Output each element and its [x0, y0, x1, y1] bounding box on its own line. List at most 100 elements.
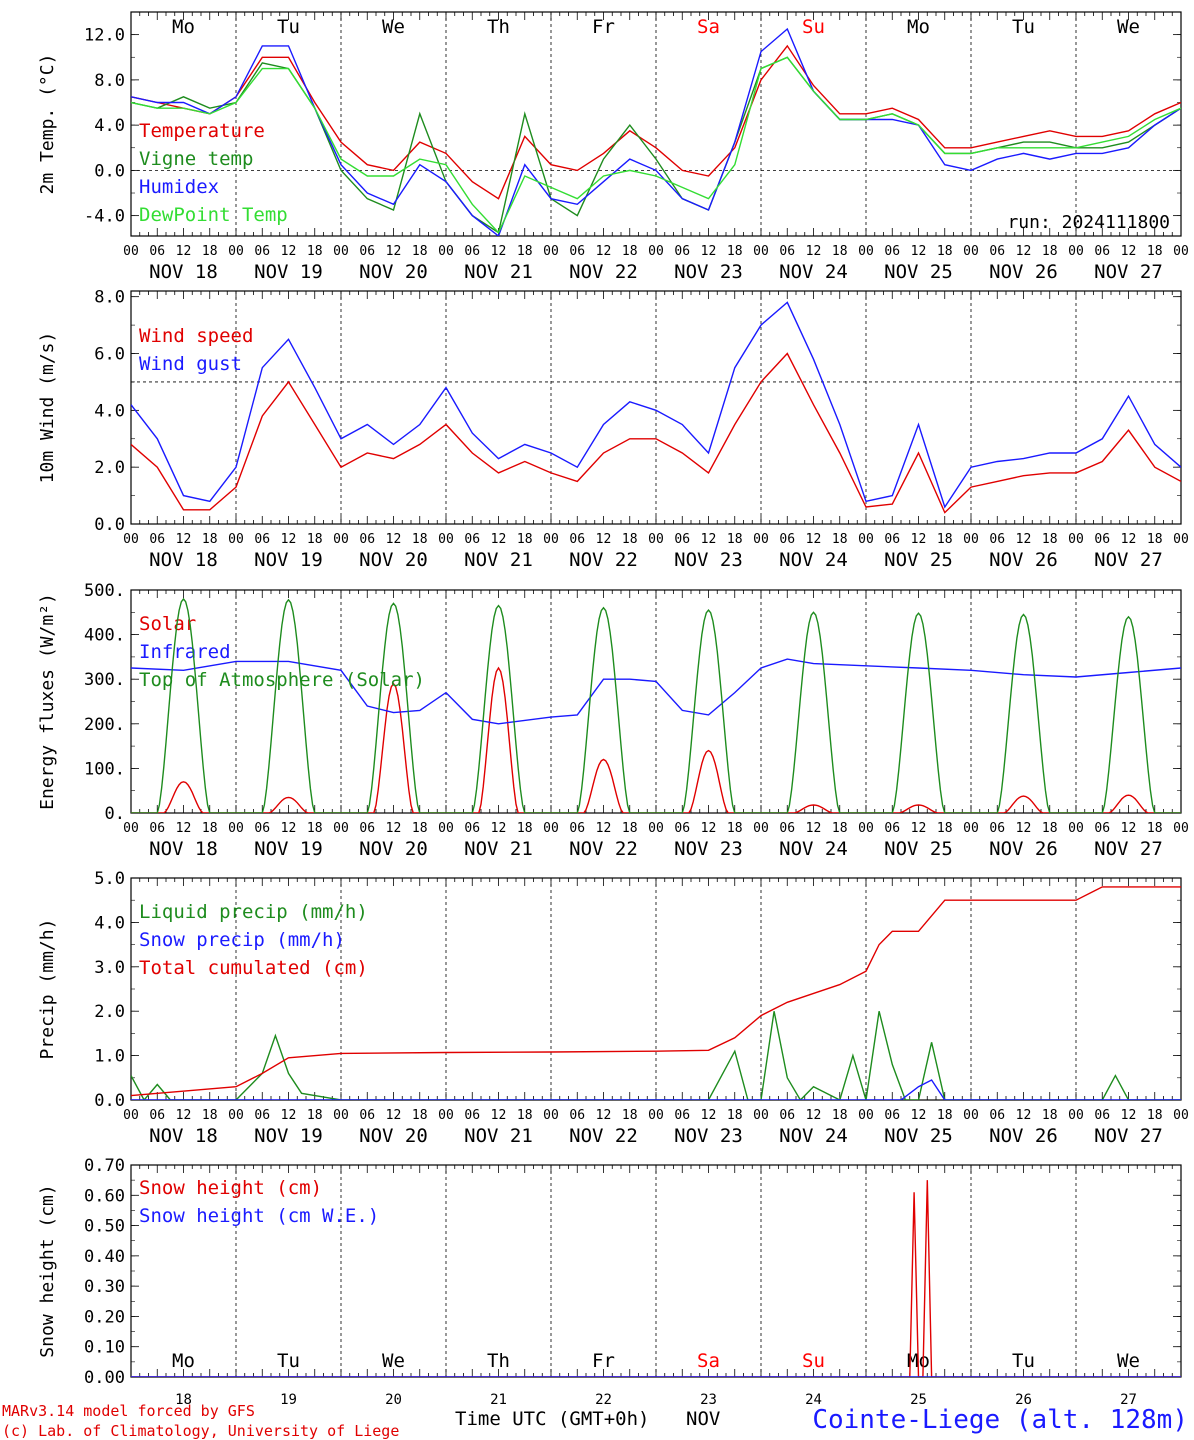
date-label: NOV 18 — [149, 838, 218, 860]
hour-label: 06 — [569, 821, 585, 836]
day-name-label: Su — [802, 1350, 825, 1372]
hour-label: 06 — [1094, 244, 1110, 259]
hour-label: 00 — [1068, 1108, 1084, 1123]
hour-label: 00 — [228, 532, 244, 547]
day-name-label: We — [1117, 1350, 1140, 1372]
y-axis-label: 10m Wind (m/s) — [37, 332, 58, 484]
hour-label: 18 — [202, 532, 218, 547]
date-label: NOV 23 — [674, 1125, 743, 1147]
day-name-label: Tu — [1012, 1350, 1035, 1372]
hour-label: 18 — [727, 532, 743, 547]
hour-label: 00 — [543, 244, 559, 259]
hour-label: 00 — [228, 1108, 244, 1123]
hour-label: 12 — [596, 1108, 612, 1123]
hour-label: 18 — [412, 821, 428, 836]
hour-label: 06 — [989, 821, 1005, 836]
hour-label: 00 — [543, 532, 559, 547]
hour-label: 12 — [911, 244, 927, 259]
y-tick-label: 2.0 — [94, 1002, 125, 1022]
time-axis-label: Time UTC (GMT+0h) — [455, 1408, 649, 1430]
hour-label: 06 — [989, 1108, 1005, 1123]
legend-entry: DewPoint Temp — [139, 204, 288, 226]
day-name-label: Th — [487, 16, 510, 38]
hour-label: 18 — [517, 244, 533, 259]
hour-label: 12 — [176, 244, 192, 259]
hour-label: 06 — [254, 1108, 270, 1123]
hour-label: 06 — [674, 532, 690, 547]
hour-label: 00 — [333, 821, 349, 836]
hour-label: 18 — [727, 1108, 743, 1123]
hour-label: 12 — [806, 244, 822, 259]
y-tick-label: 0.0 — [94, 515, 125, 535]
date-label: NOV 25 — [884, 261, 953, 283]
y-tick-label: 5.0 — [94, 869, 125, 889]
hour-label: 06 — [149, 244, 165, 259]
hour-label: 00 — [858, 821, 874, 836]
hour-label: 06 — [254, 244, 270, 259]
date-label: NOV 19 — [254, 549, 323, 571]
day-name-label: We — [382, 16, 405, 38]
y-tick-label: 300. — [84, 670, 125, 690]
y-tick-label: 200. — [84, 715, 125, 735]
hour-label: 18 — [412, 1108, 428, 1123]
day-name-label: Sa — [697, 16, 720, 38]
hour-label: 00 — [228, 244, 244, 259]
hour-label: 18 — [622, 244, 638, 259]
hour-label: 18 — [622, 821, 638, 836]
hour-label: 18 — [1042, 1108, 1058, 1123]
hour-label: 06 — [884, 1108, 900, 1123]
hour-label: 06 — [254, 821, 270, 836]
date-label: NOV 20 — [359, 838, 428, 860]
hour-label: 06 — [674, 1108, 690, 1123]
hour-label: 18 — [307, 1108, 323, 1123]
date-label: NOV 26 — [989, 1125, 1058, 1147]
hour-label: 06 — [149, 532, 165, 547]
hour-label: 06 — [464, 821, 480, 836]
series-line — [131, 352, 1181, 514]
hour-label: 12 — [701, 244, 717, 259]
hour-label: 18 — [307, 244, 323, 259]
date-number-label: 18 — [175, 1392, 192, 1408]
hour-label: 12 — [701, 1108, 717, 1123]
hour-label: 06 — [464, 244, 480, 259]
day-name-label: Mo — [172, 16, 195, 38]
y-tick-label: 4.0 — [94, 116, 125, 136]
hour-label: 18 — [517, 1108, 533, 1123]
day-name-label: Fr — [592, 1350, 615, 1372]
hour-label: 00 — [858, 1108, 874, 1123]
y-axis-label: Snow height (cm) — [37, 1184, 58, 1357]
hour-label: 18 — [517, 532, 533, 547]
hour-label: 12 — [596, 244, 612, 259]
legend-entry: Snow height (cm) — [139, 1177, 322, 1199]
date-label: NOV 20 — [359, 549, 428, 571]
date-label: NOV 25 — [884, 549, 953, 571]
hour-label: 00 — [963, 1108, 979, 1123]
hour-label: 00 — [1173, 532, 1189, 547]
date-label: NOV 26 — [989, 838, 1058, 860]
hour-label: 18 — [1147, 821, 1163, 836]
hour-label: 00 — [963, 821, 979, 836]
legend-entry: Solar — [139, 613, 196, 635]
date-label: NOV 26 — [989, 261, 1058, 283]
hour-label: 00 — [228, 821, 244, 836]
panel-4: 5.0 4.0 3.0 2.0 1.0 0.0 Precip (mm/h) 00 06 12 18 0… — [37, 869, 1189, 1147]
hour-label: 06 — [1094, 1108, 1110, 1123]
y-tick-label: 0.20 — [84, 1307, 125, 1327]
hour-label: 06 — [989, 244, 1005, 259]
y-tick-label: 8.0 — [94, 71, 125, 91]
y-tick-label: 8.0 — [94, 288, 125, 308]
date-label: NOV 21 — [464, 261, 533, 283]
hour-label: 06 — [674, 244, 690, 259]
date-label: NOV 27 — [1094, 549, 1163, 571]
hour-label: 06 — [884, 821, 900, 836]
date-number-label: 24 — [805, 1392, 822, 1408]
y-axis-label: Energy fluxes (W/m²) — [37, 593, 58, 810]
day-name-label: Su — [802, 16, 825, 38]
y-tick-label: 6.0 — [94, 345, 125, 365]
y-tick-label: 4.0 — [94, 401, 125, 421]
hour-label: 18 — [307, 532, 323, 547]
hour-label: 00 — [123, 244, 139, 259]
series-line — [131, 658, 1181, 725]
hour-label: 06 — [884, 244, 900, 259]
